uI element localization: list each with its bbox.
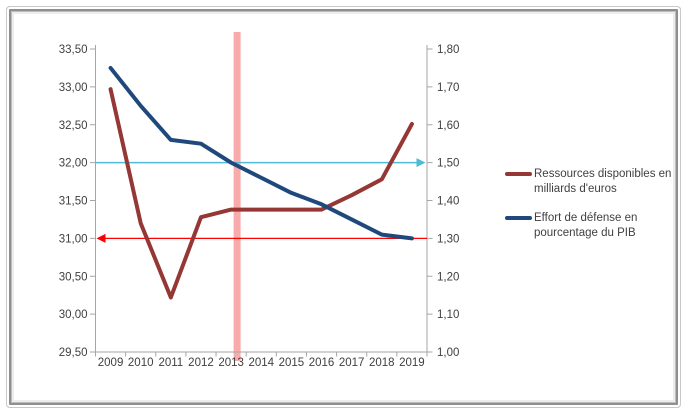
right-axis-tick-label: 1,00 [437, 347, 459, 359]
series-line-ressources-disponibles [108, 87, 414, 300]
right-axis-tick-label: 1,50 [437, 158, 459, 170]
x-axis-tick-label: 2012 [188, 357, 214, 369]
right-axis-tick-label: 1,60 [437, 120, 459, 132]
left-axis-tick-label: 29,50 [59, 347, 88, 359]
x-axis-tick-label: 2018 [369, 357, 395, 369]
series-line-effort-defense [108, 65, 414, 241]
x-axis-tick-label: 2016 [309, 357, 335, 369]
left-arrowhead-red [96, 233, 106, 243]
legend-entry-ressources: Ressources disponibles en milliards d'eu… [505, 167, 677, 197]
right-axis-tick-label: 1,80 [437, 44, 459, 56]
legend-label-ressources: Ressources disponibles en milliards d'eu… [534, 168, 672, 195]
highlight-band-2013 [233, 32, 241, 361]
x-axis-tick-label: 2009 [98, 357, 124, 369]
left-axis-tick-label: 31,00 [59, 233, 88, 245]
x-axis-tick-label: 2019 [399, 357, 425, 369]
legend-label-effort: Effort de défense en pourcentage du PIB [534, 212, 638, 239]
left-axis-tick-label: 31,50 [59, 196, 88, 208]
legend-marker-effort [505, 216, 532, 220]
left-axis-tick-label: 30,00 [59, 309, 88, 321]
legend-entry-effort: Effort de défense en pourcentage du PIB [505, 211, 677, 241]
x-axis-tick-label: 2014 [248, 357, 274, 369]
right-axis-tick-label: 1,70 [437, 82, 459, 94]
right-axis-tick-label: 1,40 [437, 196, 459, 208]
left-axis-tick-label: 33,50 [59, 44, 88, 56]
x-axis-tick-label: 2011 [158, 357, 183, 369]
right-axis-tick-label: 1,20 [437, 271, 459, 283]
legend: Ressources disponibles en milliards d'eu… [505, 167, 677, 255]
x-axis-tick-label: 2013 [218, 357, 244, 369]
right-arrowhead-teal [416, 158, 426, 168]
x-axis-tick-label: 2010 [128, 357, 154, 369]
left-axis-tick-label: 32,00 [59, 158, 88, 170]
x-axis-tick-label: 2015 [279, 357, 305, 369]
left-axis-tick-label: 30,50 [59, 271, 88, 283]
right-axis-tick-label: 1,30 [437, 233, 459, 245]
left-axis-tick-label: 33,00 [59, 82, 88, 94]
x-axis-tick-label: 2017 [339, 357, 365, 369]
right-axis-tick-label: 1,10 [437, 309, 459, 321]
legend-marker-ressources [505, 172, 532, 176]
left-axis-tick-label: 32,50 [59, 120, 88, 132]
